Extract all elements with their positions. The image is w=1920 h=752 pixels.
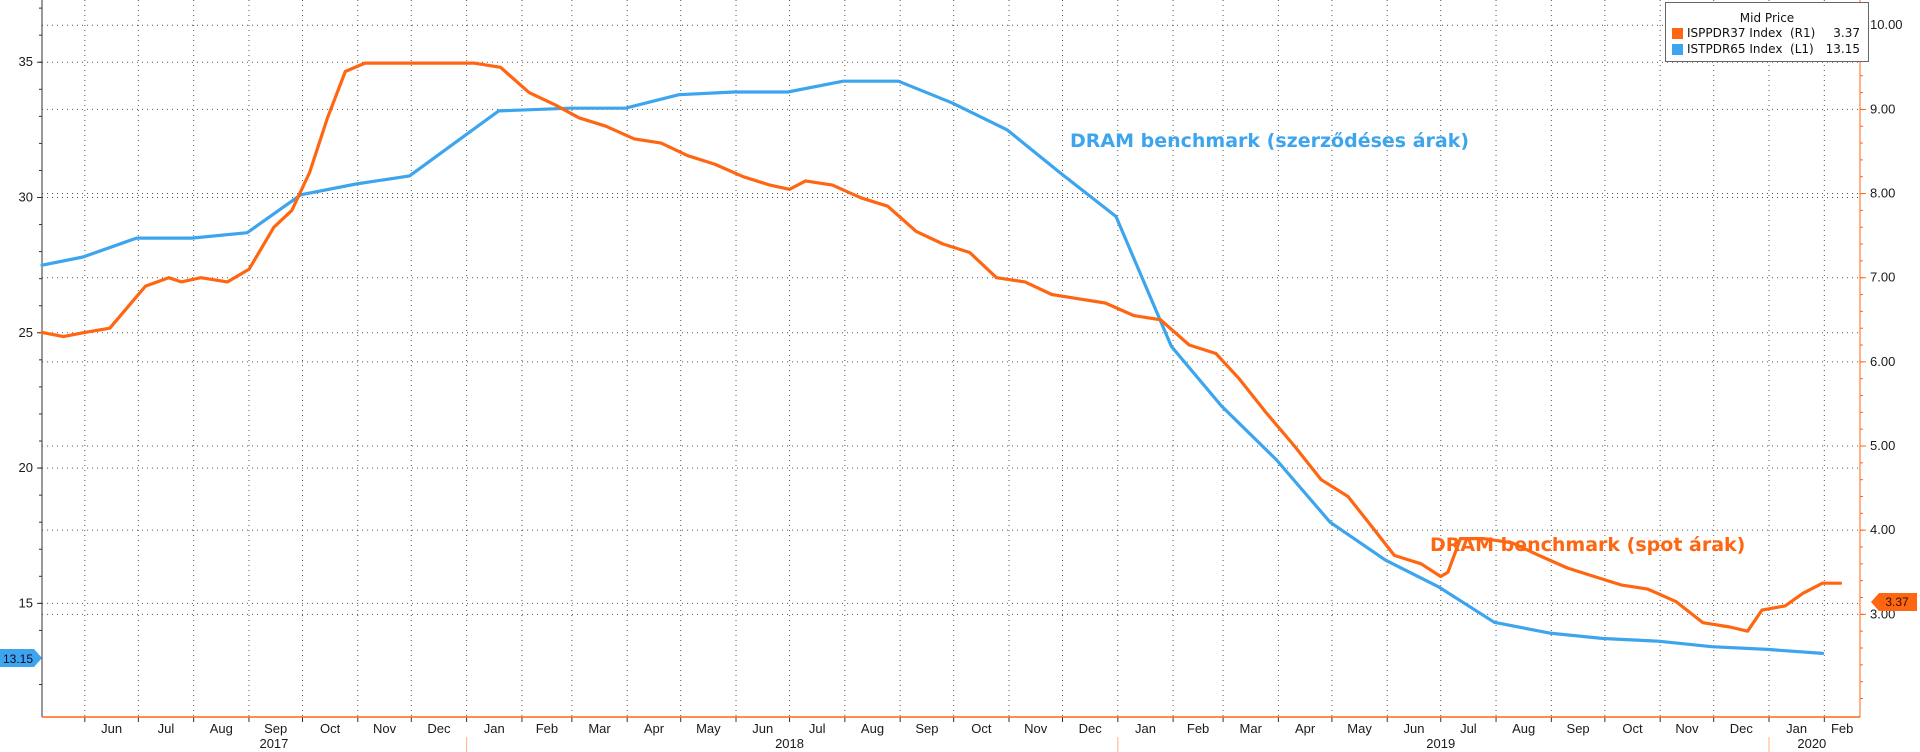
x-tick-label-month: Apr	[1295, 721, 1316, 736]
x-tick-label-month: Jun	[1403, 721, 1424, 736]
y-right-tick-label: 10.00	[1870, 17, 1903, 32]
last-value-tag-right: 3.37	[1871, 593, 1917, 611]
x-tick-label-month: Sep	[1567, 721, 1590, 736]
x-tick-label-month: Jul	[158, 721, 175, 736]
x-tick-label-month: Feb	[1187, 721, 1209, 736]
legend-swatch-blue	[1672, 43, 1683, 55]
x-tick-label-month: May	[1347, 721, 1372, 736]
axes	[37, 0, 1866, 752]
x-tick-label-month: Oct	[1622, 721, 1643, 736]
x-tick-label-year: 2019	[1426, 736, 1455, 751]
x-tick-label-month: Nov	[1675, 721, 1699, 736]
y-right-tick-label: 7.00	[1870, 270, 1895, 285]
x-tick-label-year: 2017	[259, 736, 288, 751]
gridlines	[42, 0, 1860, 717]
series-lines	[40, 61, 1842, 655]
y-left-tick-label: 15	[19, 595, 33, 610]
x-tick-label-month: Jan	[1786, 721, 1807, 736]
x-tick-label-month: Jan	[1135, 721, 1156, 736]
y-left-tick-label: 30	[19, 190, 33, 205]
axis-labels: Jun Jul Aug Sep Oct Nov Dec Jan Feb Mar Apr May Jun J…	[19, 17, 1903, 751]
x-tick-label-month: Jul	[1460, 721, 1477, 736]
y-right-tick-label: 8.00	[1870, 186, 1895, 201]
x-tick-label-year: 2020	[1797, 736, 1826, 751]
x-tick-label-month: Aug	[861, 721, 884, 736]
x-tick-label-month: Sep	[915, 721, 938, 736]
x-tick-label-month: Nov	[373, 721, 397, 736]
x-tick-label-month: Mar	[1240, 721, 1263, 736]
x-tick-label-month: May	[696, 721, 721, 736]
x-tick-label-month: Oct	[971, 721, 992, 736]
legend-swatch-orange	[1672, 27, 1683, 39]
annotation-contract-prices: DRAM benchmark (szerződéses árak)	[1070, 130, 1469, 152]
legend-box: Mid Price ISPPDR37 Index (R1) 3.37 ISTPD…	[1665, 2, 1869, 62]
x-tick-label-month: Sep	[264, 721, 287, 736]
x-tick-label-month: Apr	[644, 721, 665, 736]
y-left-tick-label: 35	[19, 54, 33, 69]
legend-series-value: 13.15	[1825, 42, 1860, 56]
x-tick-label-month: Dec	[1079, 721, 1103, 736]
x-tick-label-month: Jun	[101, 721, 122, 736]
annotation-spot-prices: DRAM benchmark (spot árak)	[1430, 534, 1745, 556]
x-tick-label-month: Jul	[809, 721, 826, 736]
y-left-tick-label: 25	[19, 325, 33, 340]
x-tick-label-month: Mar	[588, 721, 611, 736]
x-tick-label-month: Feb	[1831, 721, 1853, 736]
x-tick-label-month: Nov	[1024, 721, 1048, 736]
legend-title: Mid Price	[1739, 11, 1795, 25]
y-left-tick-label: 20	[19, 460, 33, 475]
y-right-tick-label: 9.00	[1870, 101, 1895, 116]
legend-series-value: 3.37	[1833, 26, 1860, 40]
y-right-tick-label: 4.00	[1870, 522, 1895, 537]
y-right-tick-label: 6.00	[1870, 354, 1895, 369]
x-tick-label-month: Jun	[752, 721, 773, 736]
last-value-tag-left: 13.15	[0, 649, 42, 667]
series-line-istpdr65	[40, 79, 1825, 655]
x-tick-label-month: Dec	[1730, 721, 1754, 736]
y-right-tick-label: 5.00	[1870, 438, 1895, 453]
x-tick-label-month: Aug	[1512, 721, 1535, 736]
legend-series-name: ISTPDR65 Index (L1)	[1687, 42, 1814, 56]
last-value-right: 3.37	[1885, 595, 1909, 609]
last-value-left: 13.15	[3, 652, 33, 666]
x-tick-label-month: Dec	[427, 721, 451, 736]
x-tick-label-month: Aug	[210, 721, 233, 736]
x-tick-label-month: Feb	[536, 721, 558, 736]
x-tick-label-month: Oct	[320, 721, 341, 736]
series-line-isppdr37	[40, 61, 1842, 633]
legend-entry-istpdr65: ISTPDR65 Index (L1) 13.15	[1666, 41, 1868, 57]
x-tick-label-month: Jan	[484, 721, 505, 736]
legend-series-name: ISPPDR37 Index (R1)	[1687, 26, 1816, 40]
x-tick-label-year: 2018	[775, 736, 804, 751]
legend-entry-isppdr37: ISPPDR37 Index (R1) 3.37	[1666, 25, 1868, 41]
